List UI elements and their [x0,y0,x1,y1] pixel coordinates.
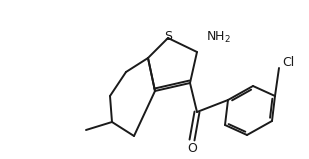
Text: Cl: Cl [282,55,294,69]
Text: O: O [187,142,197,155]
Text: S: S [164,31,172,44]
Text: NH$_2$: NH$_2$ [206,29,231,45]
